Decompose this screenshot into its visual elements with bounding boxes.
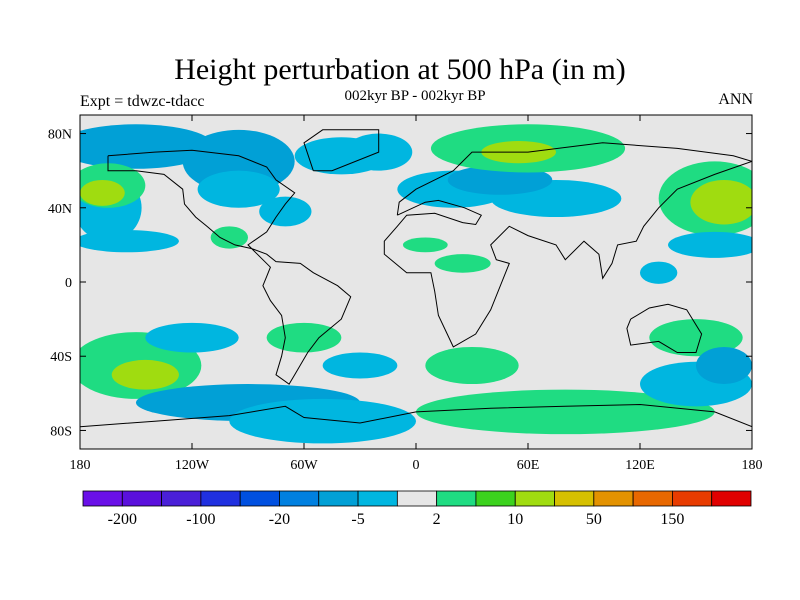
x-tick-label: 60W xyxy=(290,458,318,473)
coastline xyxy=(383,142,752,348)
colorbar-label: 10 xyxy=(507,511,523,528)
colorbar-swatch xyxy=(632,490,673,507)
colorbar-label: 2 xyxy=(433,511,441,528)
colorbar-label: 50 xyxy=(586,511,602,528)
colorbar-label: -20 xyxy=(269,511,290,528)
colorbar-swatch xyxy=(475,490,516,507)
colorbar-swatch xyxy=(82,490,123,507)
coastlines xyxy=(80,129,752,428)
x-tick-label: 120E xyxy=(625,458,655,473)
y-tick-label: 80N xyxy=(48,128,72,143)
anomaly-patch xyxy=(197,170,280,208)
colorbar: -200 -100 -20 -5 2 10 50 150 xyxy=(82,490,752,528)
anomaly-patch xyxy=(80,230,179,253)
colorbar-swatch xyxy=(514,490,555,507)
coastline xyxy=(107,149,352,385)
anomaly-patch xyxy=(322,352,398,379)
anomaly-patch xyxy=(668,231,752,258)
colorbar-swatch xyxy=(279,490,320,507)
colorbar-label: -5 xyxy=(351,511,364,528)
colorbar-swatch xyxy=(593,490,634,507)
experiment-label: Expt = tdwzc-tdacc xyxy=(80,93,205,110)
coastline xyxy=(626,303,703,353)
anomaly-patch xyxy=(640,261,678,284)
coastline xyxy=(303,129,380,172)
y-tick-label: 40N xyxy=(48,202,72,217)
anomaly-patch xyxy=(690,179,752,225)
anomaly-patch xyxy=(111,359,179,390)
x-tick-label: 120W xyxy=(175,458,210,473)
colorbar-swatch xyxy=(121,490,162,507)
plot-title: Height perturbation at 500 hPa (in m) xyxy=(174,53,626,86)
anomaly-patch xyxy=(80,179,125,206)
colorbar-swatch xyxy=(161,490,202,507)
anomaly-patch xyxy=(259,196,312,227)
colorbar-swatch xyxy=(396,490,438,507)
plot-subtitle: 002kyr BP - 002kyr BP xyxy=(344,88,486,104)
anomaly-patch xyxy=(145,322,239,353)
anomaly-patch xyxy=(416,389,715,435)
axis-ticks: 180 120W 60W 0 60E 120E 180 80N 40N 0 40S 80S xyxy=(48,115,763,473)
coastline xyxy=(80,403,752,428)
colorbar-label: -100 xyxy=(186,511,215,528)
anomaly-patch xyxy=(696,346,752,385)
anomaly-patch xyxy=(402,237,448,253)
colorbar-swatch xyxy=(711,490,752,507)
colorbar-swatch xyxy=(239,490,280,507)
height-anomaly-fields xyxy=(80,124,752,444)
colorbar-swatch xyxy=(672,490,713,507)
anomaly-patch xyxy=(80,124,215,169)
anomaly-patch xyxy=(210,226,248,249)
season-label: ANN xyxy=(718,91,753,108)
anomaly-patch xyxy=(266,322,342,353)
colorbar-label: 150 xyxy=(660,511,684,528)
anomaly-patch xyxy=(447,165,553,195)
y-tick-label: 0 xyxy=(65,276,72,291)
y-tick-label: 40S xyxy=(50,350,72,365)
y-tick-label: 80S xyxy=(50,424,72,439)
colorbar-swatch xyxy=(200,490,241,507)
anomaly-patch xyxy=(434,254,491,273)
colorbar-swatch xyxy=(357,490,398,507)
x-tick-label: 180 xyxy=(742,458,763,473)
colorbar-swatch xyxy=(436,490,477,507)
anomaly-patch xyxy=(425,346,519,385)
colorbar-label: -200 xyxy=(108,511,137,528)
x-tick-label: 0 xyxy=(413,458,420,473)
x-tick-label: 60E xyxy=(517,458,540,473)
colorbar-swatch xyxy=(554,490,595,507)
anomaly-patch xyxy=(229,398,416,444)
colorbar-swatch xyxy=(318,490,359,507)
x-tick-label: 180 xyxy=(70,458,91,473)
anomaly-patch xyxy=(649,319,743,357)
